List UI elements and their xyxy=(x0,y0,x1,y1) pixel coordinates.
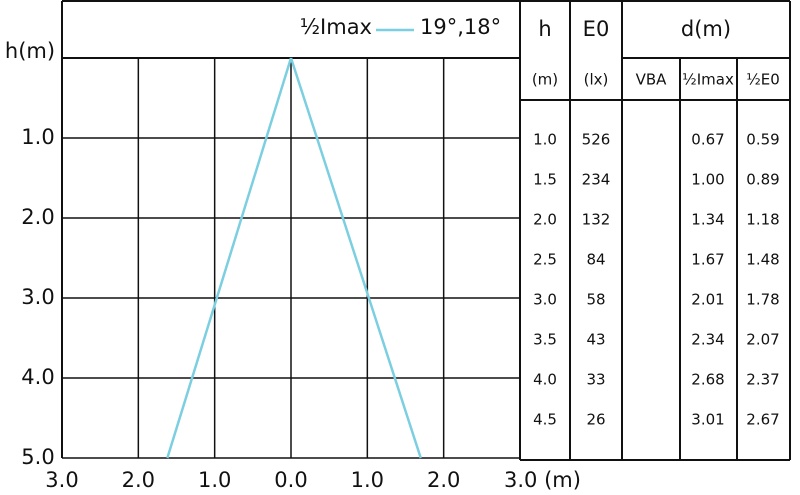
table-subheader: ½E0 xyxy=(746,71,780,89)
x-tick-label: 2.0 xyxy=(427,468,460,492)
table-cell: 33 xyxy=(586,371,605,389)
table-subheader: (m) xyxy=(532,71,558,89)
table-cell: 0.67 xyxy=(691,131,724,149)
table-cell: 1.78 xyxy=(746,291,779,309)
table-cell: 2.01 xyxy=(691,291,724,309)
table-cell: 2.34 xyxy=(691,331,724,349)
x-tick-label: 0.0 xyxy=(274,468,307,492)
table-cell: 1.48 xyxy=(746,251,779,269)
table-cell: 2.68 xyxy=(691,371,724,389)
y-tick-label: 1.0 xyxy=(21,125,54,149)
table-cell: 1.5 xyxy=(533,171,557,189)
table-cell: 234 xyxy=(582,171,611,189)
legend-angles: 19°,18° xyxy=(420,15,501,39)
x-tick-label: 3.0 (m) xyxy=(504,468,581,492)
table-cell: 2.5 xyxy=(533,251,557,269)
y-tick-label: 3.0 xyxy=(21,285,54,309)
table-cell: 26 xyxy=(586,411,605,429)
table-cell: 1.67 xyxy=(691,251,724,269)
table-cell: 3.0 xyxy=(533,291,557,309)
cone-line xyxy=(289,57,422,459)
table-cell: 4.0 xyxy=(533,371,557,389)
table-subheader: VBA xyxy=(636,71,668,89)
legend-label: ½Imax xyxy=(300,15,372,39)
table-cell: 1.18 xyxy=(746,211,779,229)
table-cell: 43 xyxy=(586,331,605,349)
table-subheader: ½Imax xyxy=(682,71,734,89)
table-cell: 2.37 xyxy=(746,371,779,389)
table-cell: 2.67 xyxy=(746,411,779,429)
table-cell: 84 xyxy=(586,251,605,269)
y-tick-label: 2.0 xyxy=(21,205,54,229)
x-tick-label: 1.0 xyxy=(198,468,231,492)
cone-line xyxy=(166,57,293,459)
table-cell: 3.5 xyxy=(533,331,557,349)
x-tick-label: 1.0 xyxy=(351,468,384,492)
table-cell: 0.59 xyxy=(746,131,779,149)
table-subheader: (lx) xyxy=(584,71,609,89)
y-tick-label: 4.0 xyxy=(21,365,54,389)
table-header: E0 xyxy=(583,17,610,41)
table-header: d(m) xyxy=(681,17,731,41)
table-cell: 3.01 xyxy=(691,411,724,429)
table-cell: 132 xyxy=(582,211,611,229)
table-cell: 1.34 xyxy=(691,211,724,229)
y-tick-label: 5.0 xyxy=(21,445,54,469)
table-cell: 2.0 xyxy=(533,211,557,229)
table-cell: 2.07 xyxy=(746,331,779,349)
table-cell: 58 xyxy=(586,291,605,309)
table-cell: 526 xyxy=(582,131,611,149)
x-tick-label: 2.0 xyxy=(122,468,155,492)
table-cell: 1.00 xyxy=(691,171,724,189)
x-tick-label: 3.0 xyxy=(45,468,78,492)
table-cell: 4.5 xyxy=(533,411,557,429)
table-cell: 1.0 xyxy=(533,131,557,149)
table-header: h xyxy=(538,17,551,41)
y-axis-label: h(m) xyxy=(5,39,55,63)
table-cell: 0.89 xyxy=(746,171,779,189)
